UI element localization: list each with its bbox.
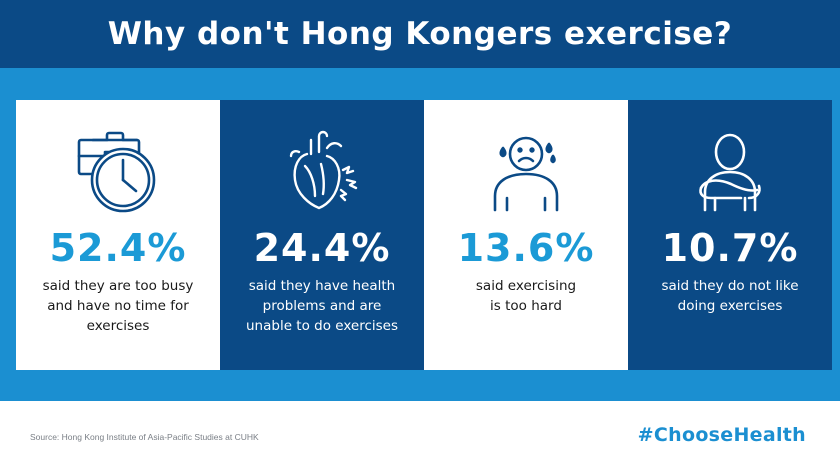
stat-panel-dislike: 10.7% said they do not like doing exerci…: [628, 100, 832, 370]
stat-panel-busy: 52.4% said they are too busy and have no…: [16, 100, 220, 370]
header-banner: Why don't Hong Kongers exercise?: [0, 0, 840, 68]
stat-value: 52.4%: [49, 226, 187, 270]
sad-person-icon: [493, 136, 559, 212]
hashtag: #ChooseHealth: [637, 424, 806, 446]
stat-value: 10.7%: [661, 226, 799, 270]
stat-description: said they have health problems and are u…: [245, 278, 398, 334]
briefcase-clock-icon: [77, 131, 156, 213]
stat-panel-too-hard: 13.6% said exercising is too hard: [424, 100, 628, 370]
stat-panel-health: 24.4% said they have health problems and…: [220, 100, 424, 370]
stat-description: said they do not like doing exercises: [661, 278, 799, 314]
stat-value: 24.4%: [253, 226, 391, 270]
stat-description: said exercising is too hard: [475, 278, 577, 314]
arms-crossed-person-icon: [699, 133, 761, 212]
stat-description: said they are too busy and have no time …: [42, 278, 194, 334]
source-note: Source: Hong Kong Institute of Asia-Paci…: [30, 432, 259, 442]
heart-icon: [289, 130, 358, 210]
stat-value: 13.6%: [457, 226, 595, 270]
page-title: Why don't Hong Kongers exercise?: [107, 16, 733, 52]
